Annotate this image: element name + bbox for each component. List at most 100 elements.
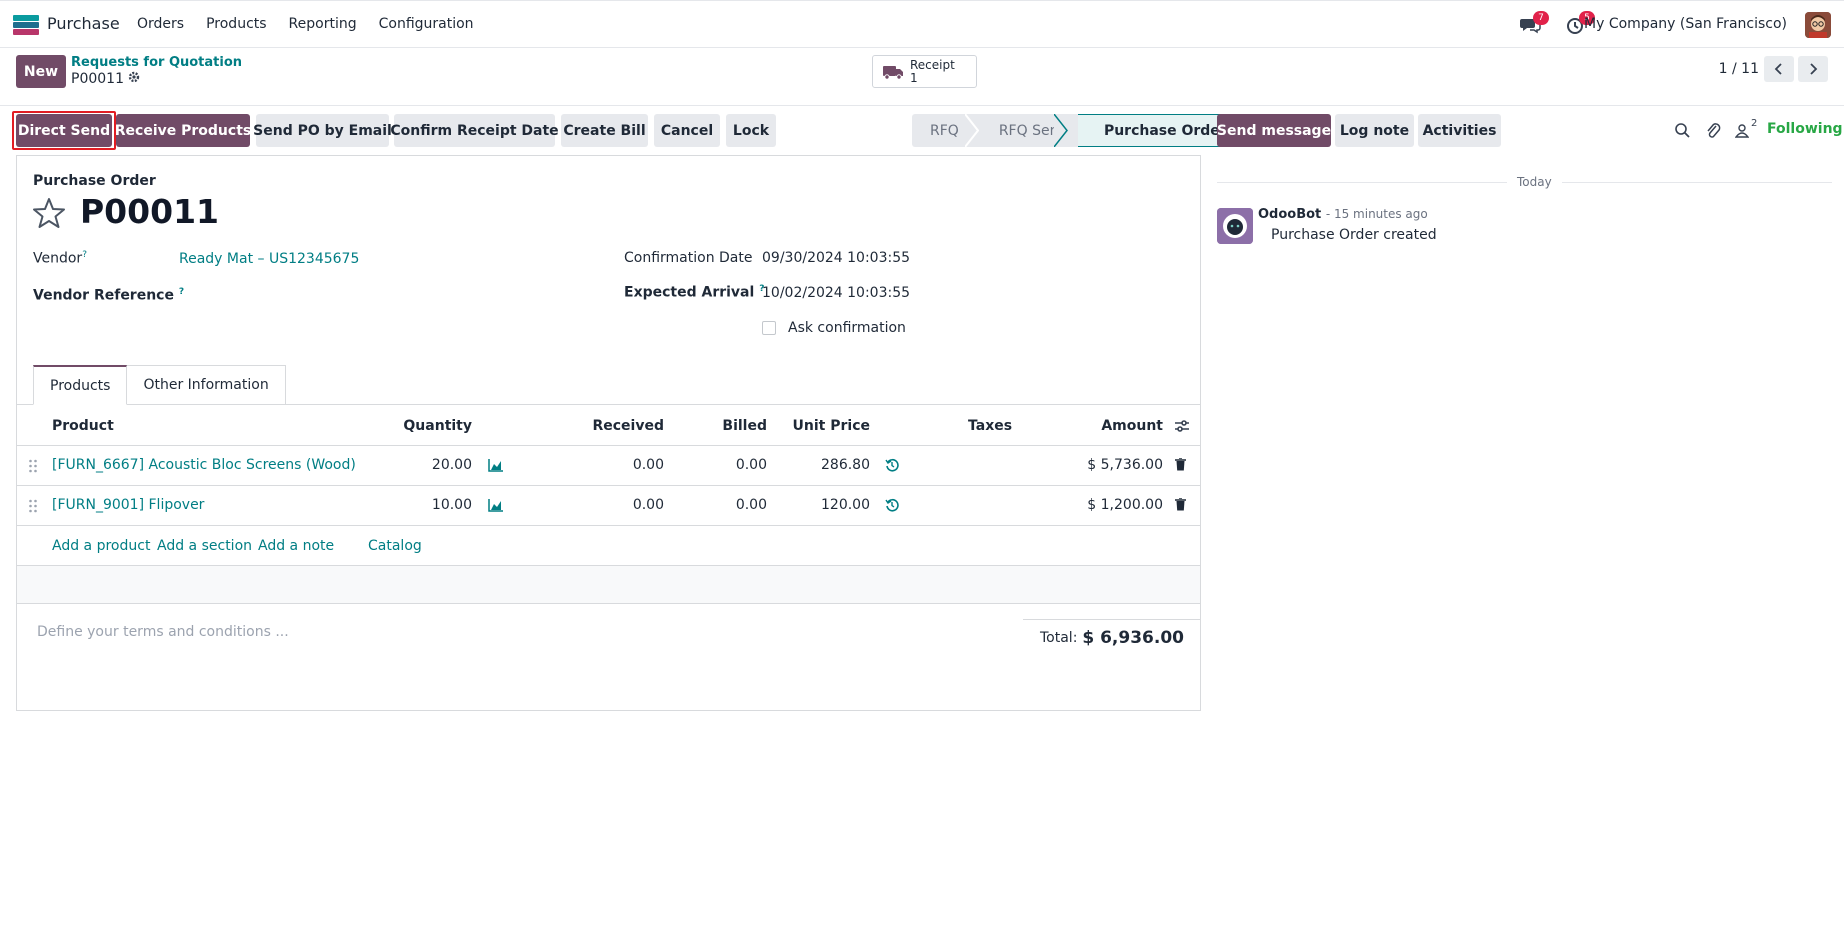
col-amount[interactable]: Amount (1101, 418, 1163, 434)
forecast-chart-icon[interactable] (488, 498, 504, 516)
new-button[interactable]: New (16, 55, 66, 88)
column-settings-icon[interactable] (1174, 418, 1190, 438)
ask-confirmation-checkbox[interactable] (762, 321, 776, 335)
forecast-chart-icon[interactable] (488, 458, 504, 476)
tab-other-information[interactable]: Other Information (127, 365, 286, 405)
ask-confirmation-label: Ask confirmation (788, 320, 906, 336)
quantity-cell[interactable]: 10.00 (431, 497, 472, 513)
trash-icon[interactable] (1175, 497, 1186, 515)
followers-count: 2 (1751, 118, 1758, 129)
stage-rfq[interactable]: RFQ (912, 114, 973, 147)
pager-value[interactable]: 1 / 11 (1718, 61, 1759, 77)
tabs-divider (17, 404, 1200, 405)
breadcrumb-parent[interactable]: Requests for Quotation (71, 55, 243, 70)
activities-badge: 5 (1579, 11, 1595, 25)
table-row[interactable]: [FURN_9001] Flipover 10.00 0.00 0.00 120… (17, 486, 1200, 526)
app-name[interactable]: Purchase (47, 14, 120, 33)
total-divider (1023, 619, 1200, 649)
chevron-left-icon (1774, 63, 1782, 75)
confirmation-date-label: Confirmation Date (624, 250, 753, 266)
confirmation-date-field[interactable]: 09/30/2024 10:03:55 (762, 250, 911, 266)
cancel-button[interactable]: Cancel (654, 114, 720, 147)
expected-arrival-field[interactable]: 10/02/2024 10:03:55 (762, 285, 911, 301)
product-cell[interactable]: [FURN_6667] Acoustic Bloc Screens (Wood) (52, 457, 356, 473)
pager-previous-button[interactable] (1764, 56, 1794, 82)
lock-button[interactable]: Lock (726, 114, 776, 147)
history-icon[interactable] (885, 498, 899, 516)
app-logo-icon[interactable] (13, 15, 39, 35)
quantity-cell[interactable]: 20.00 (431, 457, 472, 473)
followers-icon[interactable] (1734, 114, 1750, 147)
control-panel: New Requests for Quotation P00011 Receip… (0, 48, 1844, 106)
col-unit-price[interactable]: Unit Price (792, 418, 870, 434)
status-bar: RFQ RFQ Sent Purchase Order (912, 114, 1242, 147)
star-icon[interactable] (32, 196, 66, 230)
main-menu: Orders Products Reporting Configuration (137, 16, 474, 32)
activities-clock-icon[interactable]: 5 (1565, 11, 1595, 36)
company-switcher[interactable]: My Company (San Francisco) (1584, 16, 1787, 32)
tab-products[interactable]: Products (33, 365, 128, 405)
receive-products-button[interactable]: Receive Products (115, 114, 251, 147)
send-message-button[interactable]: Send message (1217, 114, 1331, 147)
received-cell[interactable]: 0.00 (632, 497, 664, 513)
vendor-reference-help[interactable]: ? (178, 287, 185, 297)
breadcrumb-current-label: P00011 (71, 71, 124, 87)
received-cell[interactable]: 0.00 (632, 457, 664, 473)
add-product-link[interactable]: Add a product (52, 538, 151, 554)
messages-icon[interactable]: 7 (1519, 11, 1549, 36)
user-avatar[interactable] (1805, 12, 1831, 38)
terms-field[interactable]: Define your terms and conditions ... (37, 624, 289, 640)
catalog-link[interactable]: Catalog (368, 538, 422, 554)
date-separator: Today (1507, 175, 1562, 189)
col-taxes[interactable]: Taxes (968, 418, 1013, 434)
receipt-smart-button[interactable]: Receipt 1 (872, 55, 977, 88)
activities-button[interactable]: Activities (1418, 114, 1501, 147)
stage-purchase-order[interactable]: Purchase Order (1077, 114, 1242, 147)
table-row[interactable]: [FURN_6667] Acoustic Bloc Screens (Wood)… (17, 446, 1200, 486)
send-po-email-button[interactable]: Send PO by Email (253, 114, 392, 147)
pager-next-button[interactable] (1798, 56, 1828, 82)
order-name[interactable]: P00011 (80, 192, 219, 231)
expected-arrival-label: Expected Arrival ? (624, 284, 765, 301)
direct-send-button[interactable]: Direct Send (16, 114, 112, 147)
drag-handle-icon[interactable] (28, 458, 38, 474)
product-cell[interactable]: [FURN_9001] Flipover (52, 497, 205, 513)
billed-cell[interactable]: 0.00 (735, 457, 767, 473)
drag-handle-icon[interactable] (28, 498, 38, 514)
unit-price-cell[interactable]: 120.00 (821, 497, 870, 513)
paperclip-icon[interactable] (1705, 114, 1721, 147)
stage-separator-icon (1054, 114, 1068, 147)
col-product[interactable]: Product (52, 418, 114, 434)
col-received[interactable]: Received (592, 418, 664, 434)
menu-reporting[interactable]: Reporting (288, 16, 357, 32)
add-section-link[interactable]: Add a section (157, 538, 253, 554)
receipt-count: 1 (910, 71, 918, 85)
add-note-link[interactable]: Add a note (258, 538, 335, 554)
create-bill-button[interactable]: Create Bill (561, 114, 648, 147)
menu-configuration[interactable]: Configuration (378, 16, 474, 32)
amount-cell: $ 1,200.00 (1087, 497, 1163, 513)
total-label: Total: (1040, 630, 1078, 646)
amount-cell: $ 5,736.00 (1087, 457, 1163, 473)
vendor-help[interactable]: ? (82, 250, 87, 260)
vendor-field[interactable]: Ready Mat – US12345675 (179, 251, 360, 267)
history-icon[interactable] (885, 458, 899, 476)
vendor-reference-label: Vendor Reference ? (33, 287, 185, 304)
search-icon[interactable] (1674, 114, 1690, 147)
col-billed[interactable]: Billed (722, 418, 767, 434)
log-note-button[interactable]: Log note (1335, 114, 1414, 147)
billed-cell[interactable]: 0.00 (735, 497, 767, 513)
total-value: $ 6,936.00 (1082, 628, 1184, 648)
unit-price-cell[interactable]: 286.80 (821, 457, 870, 473)
menu-products[interactable]: Products (206, 16, 267, 32)
menu-orders[interactable]: Orders (137, 16, 185, 32)
odoobot-avatar (1217, 208, 1253, 244)
expected-arrival-help[interactable]: ? (759, 284, 765, 294)
author-name[interactable]: OdooBot (1258, 207, 1322, 222)
gear-icon[interactable] (128, 71, 140, 87)
following-button[interactable]: Following (1767, 121, 1843, 137)
confirm-receipt-date-button[interactable]: Confirm Receipt Date (390, 114, 559, 147)
col-quantity[interactable]: Quantity (403, 418, 472, 434)
notebook-tabs: Products Other Information (33, 365, 286, 405)
trash-icon[interactable] (1175, 457, 1186, 475)
